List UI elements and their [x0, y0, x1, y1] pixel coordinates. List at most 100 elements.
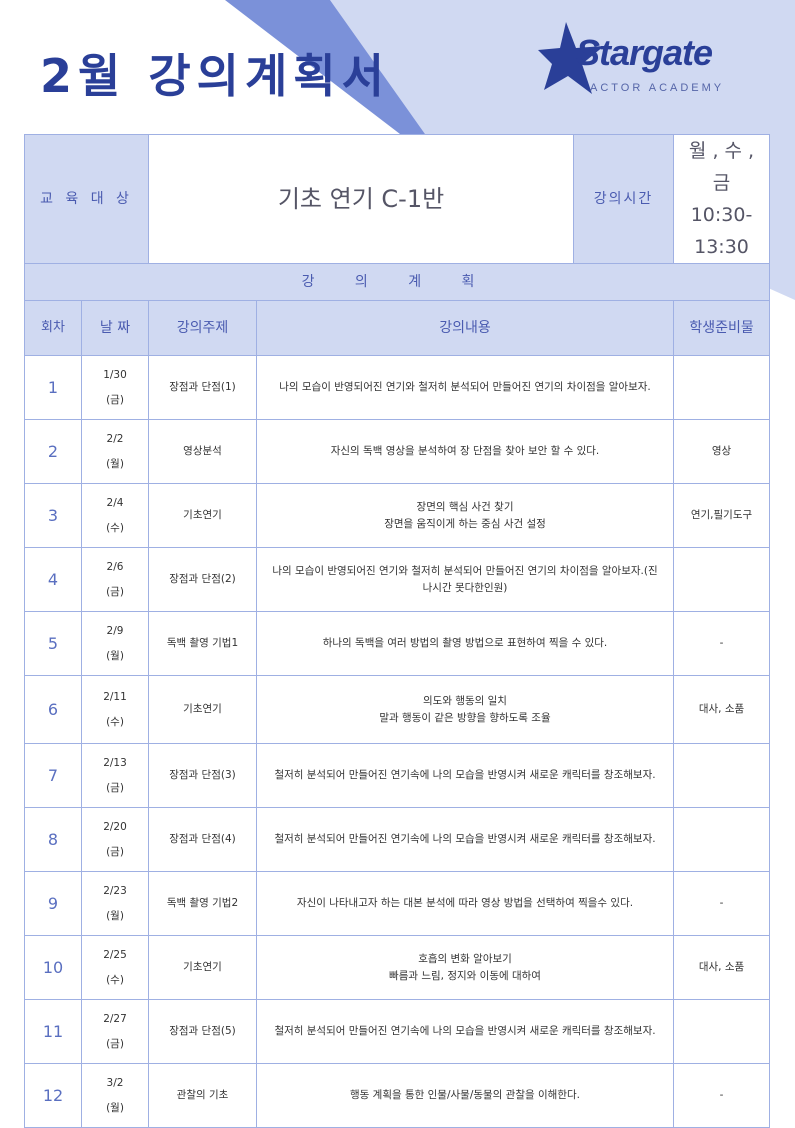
table-row: 11 2/27 (금) 장점과 단점(5) 철저히 분석되어 만들어진 연기속에 나의 … — [24, 999, 771, 1064]
content: 나의 모습이 반영되어진 연기와 철저히 분석되어 만들어진 연기의 차이점을 … — [255, 547, 675, 612]
session-number: 4 — [24, 547, 82, 612]
time-value: 월 , 수 , 금 10:30-13:30 — [673, 134, 771, 264]
session-number: 12 — [24, 1063, 82, 1128]
date-cell: 2/2 (월) — [81, 419, 149, 484]
date-cell: 2/20 (금) — [81, 807, 149, 872]
topic: 기초연기 — [148, 483, 257, 548]
date-cell: 2/9 (월) — [81, 611, 149, 676]
date: 2/9 — [106, 624, 124, 637]
date-cell: 2/27 (금) — [81, 999, 149, 1064]
time: 10:30-13:30 — [690, 204, 753, 258]
topic: 장점과 단점(4) — [148, 807, 257, 872]
target-value: 기초 연기 C-1반 강의시간 — [147, 134, 675, 264]
topic: 기초연기 — [148, 675, 257, 744]
weekday: (수) — [106, 521, 124, 534]
weekday: (금) — [106, 845, 124, 858]
date: 2/6 — [106, 560, 124, 573]
topic: 영상분석 — [148, 419, 257, 484]
session-number: 11 — [24, 999, 82, 1064]
weekday: (수) — [106, 973, 124, 986]
content: 철저히 분석되어 만들어진 연기속에 나의 모습을 반영시켜 새로운 캐릭터를 … — [255, 807, 675, 872]
date: 2/2 — [106, 432, 124, 445]
content: 하나의 독백을 여러 방법의 촬영 방법으로 표현하여 찍을 수 있다. — [255, 611, 675, 676]
prep: - — [673, 611, 771, 676]
content: 호흡의 변화 알아보기 빠름과 느림, 정지와 이동에 대하여 — [255, 935, 675, 1000]
content: 나의 모습이 반영되어진 연기와 철저히 분석되어 만들어진 연기의 차이점을 … — [255, 355, 675, 420]
table-row: 7 2/13 (금) 장점과 단점(3) 철저히 분석되어 만들어진 연기속에 나의 모… — [24, 743, 771, 808]
column-header: 강의내용 — [255, 300, 675, 356]
weekday: (월) — [106, 457, 124, 470]
session-number: 10 — [24, 935, 82, 1000]
topic: 장점과 단점(5) — [148, 999, 257, 1064]
column-header: 회차 — [24, 300, 82, 356]
date-cell: 1/30 (금) — [81, 355, 149, 420]
topic: 장점과 단점(2) — [148, 547, 257, 612]
prep — [673, 355, 771, 420]
plan-header-row: 강 의 계 획 — [23, 263, 771, 301]
content: 자신이 나타내고자 하는 대본 분석에 따라 영상 방법을 선택하여 찍을수 있… — [255, 871, 675, 936]
topic: 관찰의 기초 — [148, 1063, 257, 1128]
session-number: 2 — [24, 419, 82, 484]
time-label: 강의시간 — [573, 135, 674, 263]
prep: - — [673, 871, 771, 936]
prep: - — [673, 1063, 771, 1128]
date: 1/30 — [103, 368, 127, 381]
content: 철저히 분석되어 만들어진 연기속에 나의 모습을 반영시켜 새로운 캐릭터를 … — [255, 999, 675, 1064]
date-cell: 2/4 (수) — [81, 483, 149, 548]
target-label: 교 육 대 상 — [24, 134, 149, 264]
content: 행동 계획을 통한 인물/사물/동물의 관찰을 이해한다. — [255, 1063, 675, 1128]
session-number: 5 — [24, 611, 82, 676]
column-header: 강의주제 — [148, 300, 257, 356]
date: 2/23 — [103, 884, 127, 897]
prep — [673, 743, 771, 808]
prep — [673, 999, 771, 1064]
session-number: 1 — [24, 355, 82, 420]
table-row: 2 2/2 (월) 영상분석 자신의 독백 영상을 분석하여 장 단점을 찾아 보안 할… — [24, 419, 771, 484]
content: 의도와 행동의 일치 말과 행동이 같은 방향을 향하도록 조율 — [255, 675, 675, 744]
star-icon — [538, 22, 604, 94]
session-number: 3 — [24, 483, 82, 548]
weekday: (수) — [106, 715, 124, 728]
plan-label: 강 의 계 획 — [23, 263, 771, 301]
content: 자신의 독백 영상을 분석하여 장 단점을 찾아 보안 할 수 있다. — [255, 419, 675, 484]
topic: 독백 촬영 기법2 — [148, 871, 257, 936]
date: 3/2 — [106, 1076, 124, 1089]
date-cell: 2/6 (금) — [81, 547, 149, 612]
target-value-text: 기초 연기 C-1반 — [277, 184, 445, 213]
table-row: 10 2/25 (수) 기초연기 호흡의 변화 알아보기 빠름과 느림, 정지와 이동에… — [24, 935, 771, 1000]
column-header: 학생준비물 — [673, 300, 771, 356]
date: 2/11 — [103, 690, 127, 703]
content: 철저히 분석되어 만들어진 연기속에 나의 모습을 반영시켜 새로운 캐릭터를 … — [255, 743, 675, 808]
logo-word: Stargate — [576, 32, 713, 73]
stargate-logo: Stargate ACTOR ACADEMY — [538, 20, 768, 100]
prep: 영상 — [673, 419, 771, 484]
date: 2/4 — [106, 496, 124, 509]
days: 월 , 수 , 금 — [688, 140, 755, 194]
table-row: 5 2/9 (월) 독백 촬영 기법1 하나의 독백을 여러 방법의 촬영 방법으로 표… — [24, 611, 771, 676]
date-cell: 2/25 (수) — [81, 935, 149, 1000]
table-row: 4 2/6 (금) 장점과 단점(2) 나의 모습이 반영되어진 연기와 철저히 분석되… — [24, 547, 771, 612]
prep: 연기,필기도구 — [673, 483, 771, 548]
weekday: (금) — [106, 393, 124, 406]
prep: 대사, 소품 — [673, 935, 771, 1000]
session-number: 6 — [24, 675, 82, 744]
logo-subtitle: ACTOR ACADEMY — [590, 82, 725, 94]
weekday: (금) — [106, 1037, 124, 1050]
date: 2/27 — [103, 1012, 127, 1025]
column-header-row: 회차 날 짜 강의주제 강의내용 학생준비물 — [24, 300, 771, 356]
date-cell: 2/13 (금) — [81, 743, 149, 808]
weekday: (금) — [106, 781, 124, 794]
weekday: (월) — [106, 1101, 124, 1114]
page-title: 2월 강의계획서 — [40, 49, 390, 103]
date: 2/20 — [103, 820, 127, 833]
date: 2/25 — [103, 948, 127, 961]
session-number: 9 — [24, 871, 82, 936]
topic: 기초연기 — [148, 935, 257, 1000]
topic: 독백 촬영 기법1 — [148, 611, 257, 676]
weekday: (월) — [106, 649, 124, 662]
topic: 장점과 단점(1) — [148, 355, 257, 420]
date-cell: 3/2 (월) — [81, 1063, 149, 1128]
prep — [673, 807, 771, 872]
content: 장면의 핵심 사건 찾기 장면을 움직이게 하는 중심 사건 설정 — [255, 483, 675, 548]
table-row: 3 2/4 (수) 기초연기 장면의 핵심 사건 찾기 장면을 움직이게 하는 중심 사… — [24, 483, 771, 548]
